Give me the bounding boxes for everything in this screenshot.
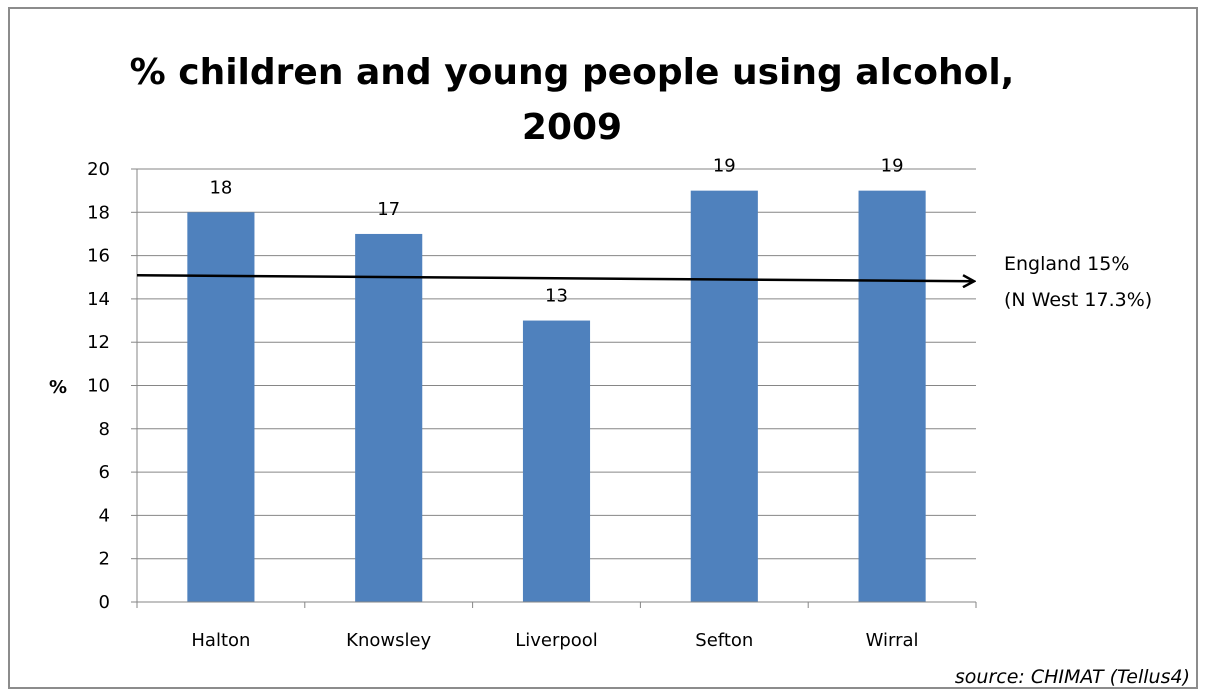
- bar-sefton: [690, 190, 758, 602]
- reference-label-north-west: (N West 17.3%): [1004, 289, 1152, 311]
- x-tick-label-halton: Halton: [191, 630, 250, 651]
- reference-label-england: England 15%: [1004, 253, 1129, 275]
- x-tick-label-knowsley: Knowsley: [346, 630, 431, 651]
- x-axis-labels: Halton Knowsley Liverpool Sefton Wirral: [191, 630, 918, 651]
- data-label-sefton: 19: [713, 156, 736, 177]
- y-tick-label-14: 14: [87, 289, 110, 310]
- chart-title-line-2: 2009: [522, 107, 622, 148]
- bar-liverpool: [522, 320, 591, 602]
- y-tick-label-4: 4: [99, 505, 110, 526]
- data-label-liverpool: 13: [545, 286, 568, 307]
- chart-title-line-1: % children and young people using alcoho…: [130, 52, 1015, 93]
- y-tick-label-8: 8: [99, 419, 110, 440]
- y-tick-label-6: 6: [99, 462, 110, 483]
- y-tick-label-16: 16: [87, 246, 110, 267]
- data-label-knowsley: 17: [377, 199, 400, 220]
- y-tick-label-2: 2: [99, 549, 110, 570]
- bar-halton: [187, 212, 255, 603]
- bar-wirral: [858, 190, 926, 602]
- x-axis: [136, 601, 977, 608]
- england-reference-arrow: [136, 274, 974, 281]
- y-tick-label-0: 0: [99, 592, 110, 613]
- y-tick-label-20: 20: [87, 159, 110, 180]
- x-tick-label-wirral: Wirral: [866, 630, 919, 651]
- x-tick-label-liverpool: Liverpool: [515, 630, 598, 651]
- data-labels: 18 17 13 19 19: [209, 156, 903, 307]
- bars: [187, 190, 926, 603]
- y-axis-ticks: 0 2 4 6 8 10 12 14 16 18 20: [87, 159, 138, 613]
- y-tick-label-18: 18: [87, 202, 110, 223]
- x-tick-label-sefton: Sefton: [695, 630, 753, 651]
- data-label-halton: 18: [209, 177, 232, 198]
- bar-knowsley: [355, 233, 423, 602]
- y-tick-label-12: 12: [87, 332, 110, 353]
- gridlines: [137, 168, 976, 560]
- source-note: source: CHIMAT (Tellus4): [955, 666, 1190, 688]
- data-label-wirral: 19: [881, 156, 904, 177]
- y-tick-label-10: 10: [87, 376, 110, 397]
- y-axis-label: %: [49, 377, 67, 398]
